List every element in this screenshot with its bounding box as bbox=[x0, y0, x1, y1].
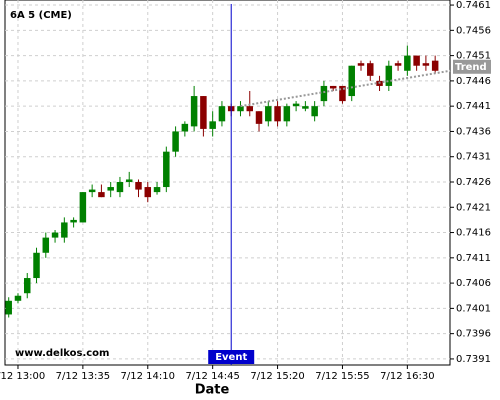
candle-body bbox=[163, 151, 170, 188]
trend-label: Trend bbox=[455, 62, 487, 73]
y-tick-label: 0.7431 bbox=[456, 152, 491, 163]
candle-body bbox=[209, 121, 216, 129]
x-tick-label: 7/12 14:45 bbox=[185, 371, 239, 382]
y-tick-label: 0.7461 bbox=[456, 0, 491, 11]
plot-frame bbox=[4, 0, 451, 366]
candle-body bbox=[302, 106, 309, 109]
candle-body bbox=[320, 85, 328, 102]
candle-body bbox=[218, 106, 226, 122]
candle-body bbox=[61, 222, 68, 238]
candle-body bbox=[274, 106, 281, 122]
y-tick-label: 0.7436 bbox=[456, 126, 491, 137]
y-tick-label: 0.7426 bbox=[456, 177, 491, 188]
candle-body bbox=[116, 181, 124, 193]
event-label-box bbox=[208, 350, 255, 364]
x-tick-label: 7/12 15:55 bbox=[315, 371, 369, 382]
candle-body bbox=[339, 85, 346, 102]
candle-body bbox=[283, 106, 291, 122]
candle-body bbox=[153, 187, 161, 193]
x-axis-label: Date bbox=[195, 383, 230, 398]
y-tick-label: 0.7416 bbox=[456, 228, 491, 239]
event-label: Event bbox=[215, 352, 247, 363]
trend-label-box bbox=[453, 59, 491, 74]
x-tick-label: 7/12 14:10 bbox=[121, 371, 175, 382]
y-tick-label: 0.7401 bbox=[456, 303, 491, 314]
candle-body bbox=[385, 65, 393, 86]
candle-body bbox=[70, 219, 77, 223]
y-tick-label: 0.7441 bbox=[456, 101, 491, 112]
x-tick-label: 7/12 16:30 bbox=[380, 371, 434, 382]
candle-body bbox=[172, 131, 179, 152]
trend-line bbox=[240, 69, 451, 108]
candle-body bbox=[200, 96, 207, 129]
y-tick-label: 0.7451 bbox=[456, 51, 491, 62]
candle-body bbox=[311, 106, 318, 117]
candle-body bbox=[51, 232, 59, 238]
candle-body bbox=[5, 300, 12, 315]
candle-body bbox=[422, 63, 430, 66]
candle-body bbox=[79, 192, 87, 223]
candle-body bbox=[255, 111, 263, 124]
candle-body bbox=[237, 106, 244, 112]
candle-body bbox=[135, 181, 142, 190]
candle-body bbox=[292, 103, 300, 107]
chart-title: 6A 5 (CME) bbox=[10, 10, 72, 21]
x-tick-label: 7/12 13:00 bbox=[0, 371, 45, 382]
candle-body bbox=[88, 189, 96, 193]
y-tick-label: 0.7446 bbox=[456, 76, 491, 87]
x-tick-label: 7/12 15:20 bbox=[250, 371, 304, 382]
candle-body bbox=[357, 63, 365, 66]
candle-body bbox=[107, 187, 114, 191]
y-tick-label: 0.7391 bbox=[456, 354, 491, 365]
candle-body bbox=[367, 63, 374, 76]
candle-body bbox=[98, 192, 105, 198]
candle-body bbox=[394, 63, 402, 66]
x-tick-label: 7/12 13:35 bbox=[56, 371, 110, 382]
candle-body bbox=[329, 85, 337, 89]
candle-body bbox=[246, 106, 253, 112]
candle-body bbox=[181, 123, 189, 132]
candle-body bbox=[413, 55, 420, 66]
y-tick-label: 0.7396 bbox=[456, 329, 491, 340]
candle-body bbox=[431, 60, 439, 71]
watermark: www.delkos.com bbox=[15, 348, 109, 359]
candle-body bbox=[33, 252, 40, 279]
candle-body bbox=[190, 96, 198, 127]
candle-body bbox=[125, 179, 133, 182]
candle-body bbox=[265, 106, 272, 122]
y-tick-label: 0.7421 bbox=[456, 202, 491, 213]
candle-body bbox=[42, 237, 50, 253]
candle-body bbox=[24, 278, 31, 294]
y-tick-label: 0.7456 bbox=[456, 25, 491, 36]
y-tick-label: 0.7406 bbox=[456, 278, 491, 289]
y-tick-label: 0.7411 bbox=[456, 253, 491, 264]
candle-body bbox=[348, 65, 355, 97]
candle-body bbox=[14, 295, 22, 301]
candle-body bbox=[404, 55, 411, 71]
candle-body bbox=[144, 187, 152, 198]
